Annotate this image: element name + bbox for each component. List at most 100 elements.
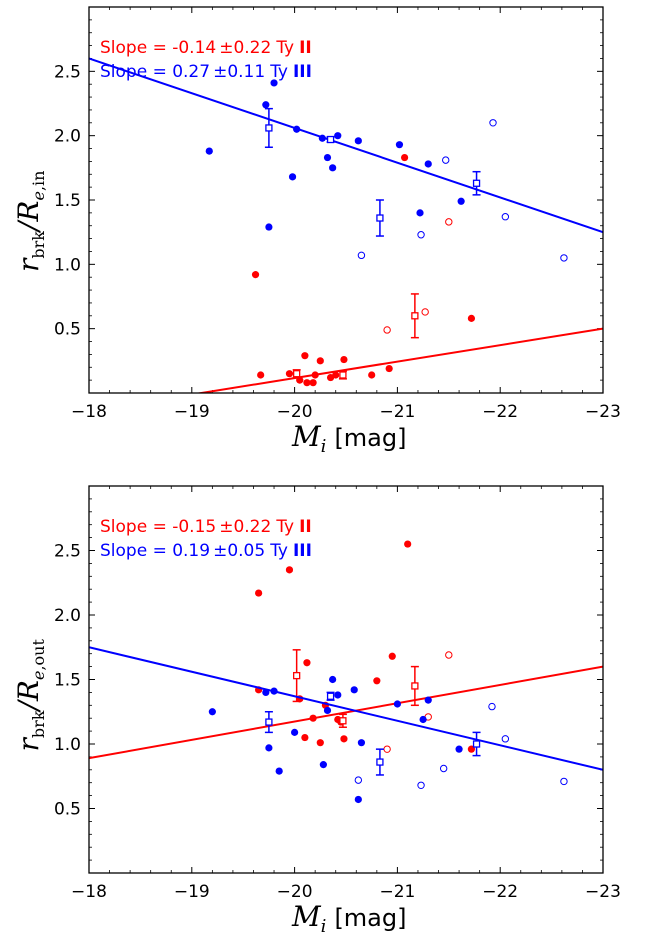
- point-open-ty-iii: [489, 119, 497, 127]
- point-open-ty-iii: [439, 764, 448, 773]
- point-filled-ty-ii: [311, 371, 319, 379]
- point-filled-ty-ii: [340, 735, 348, 743]
- point-filled-ty-ii: [255, 589, 263, 597]
- y-axis-label: rbrk/Re,in: [12, 171, 48, 272]
- y-axis-label: rbrk/Re,out: [12, 639, 48, 752]
- x-tick-label: −21: [379, 882, 415, 902]
- point-filled-ty-iii: [393, 700, 401, 708]
- point-open-ty-iii: [560, 254, 568, 262]
- point-filled-ty-ii: [388, 652, 396, 660]
- point-filled-ty-ii: [316, 357, 324, 365]
- point-open-ty-iii: [357, 251, 366, 260]
- x-axis-label: Mi [mag]: [291, 900, 406, 936]
- point-open-ty-iii: [417, 231, 425, 239]
- y-tick-label: 1.5: [54, 191, 81, 211]
- point-open-ty-ii: [421, 308, 429, 316]
- point-filled-ty-ii: [326, 373, 335, 382]
- binned-point-ty-iii: [265, 718, 273, 726]
- y-tick-label: 2.0: [54, 606, 81, 626]
- plot-frame: [88, 485, 604, 874]
- point-open-ty-iii: [442, 156, 450, 164]
- point-filled-ty-ii: [373, 677, 381, 685]
- point-filled-ty-ii: [309, 714, 317, 722]
- point-filled-ty-iii: [291, 728, 299, 736]
- point-filled-ty-ii: [301, 733, 309, 742]
- binned-point-ty-iii: [472, 179, 481, 187]
- plot-frame: [88, 6, 604, 394]
- slope-annotation-2: Slope = 0.27 ±0.11 Ty III: [100, 62, 312, 82]
- x-tick-label: −22: [482, 882, 518, 902]
- slope-annotation-1: Slope = -0.15 ±0.22 Ty II: [100, 517, 312, 537]
- fit-line-ty-iii: [89, 57, 603, 234]
- point-filled-ty-ii: [251, 271, 260, 279]
- binned-point-ty-iii: [265, 124, 273, 132]
- point-filled-ty-iii: [323, 153, 332, 162]
- point-open-ty-iii: [417, 781, 425, 789]
- x-axis-label: Mi [mag]: [291, 420, 406, 457]
- x-tick-label: −23: [585, 882, 621, 902]
- slope-annotation-2: Slope = 0.19 ±0.05 Ty III: [100, 541, 312, 561]
- point-filled-ty-iii: [357, 739, 366, 747]
- point-filled-ty-iii: [262, 688, 270, 697]
- binned-point-ty-iii: [326, 692, 335, 700]
- point-filled-ty-ii: [296, 376, 304, 384]
- point-filled-ty-iii: [334, 132, 342, 140]
- point-filled-ty-ii: [467, 314, 476, 322]
- point-filled-ty-iii: [288, 173, 297, 181]
- x-tick-label: −20: [277, 402, 313, 422]
- point-filled-ty-iii: [205, 147, 213, 155]
- chart-panel-2: −18 −19 −20 −21 −22 −23 0.5 1.0 1.5 2.0 2.5 Slope =…: [12, 485, 621, 936]
- point-open-ty-ii: [383, 326, 391, 334]
- binned-point-ty-iii: [326, 135, 335, 144]
- point-filled-ty-iii: [329, 675, 337, 684]
- point-filled-ty-iii: [419, 715, 427, 724]
- point-filled-ty-iii: [416, 209, 424, 217]
- point-filled-ty-iii: [323, 706, 332, 715]
- point-filled-ty-ii: [309, 379, 317, 387]
- point-filled-ty-iii: [270, 79, 278, 87]
- binned-point-ty-ii: [411, 312, 419, 320]
- point-filled-ty-iii: [208, 708, 216, 716]
- y-tick-label: 1.5: [54, 671, 81, 691]
- point-filled-ty-ii: [368, 371, 376, 379]
- point-filled-ty-iii: [455, 745, 463, 753]
- point-open-ty-iii: [354, 776, 363, 784]
- x-tick-label: −19: [174, 402, 210, 422]
- x-tick-label: −21: [379, 402, 415, 422]
- point-open-ty-iii: [560, 777, 568, 786]
- point-filled-ty-ii: [340, 355, 348, 364]
- point-filled-ty-iii: [265, 744, 273, 752]
- point-filled-ty-iii: [354, 137, 362, 145]
- binned-point-ty-ii: [339, 717, 347, 725]
- point-filled-ty-ii: [285, 370, 294, 378]
- point-filled-ty-iii: [350, 686, 358, 694]
- point-filled-ty-ii: [400, 153, 409, 162]
- x-tick-label: −20: [277, 882, 313, 902]
- binned-point-ty-ii: [293, 671, 301, 680]
- chart-panel-1: −18 −19 −20 −21 −22 −23 0.5 1.0 1.5 2.0 2.5 Slope =…: [12, 6, 621, 457]
- fit-line-ty-ii: [89, 665, 603, 760]
- plot-area: [89, 57, 603, 393]
- point-filled-ty-ii: [404, 540, 412, 548]
- point-filled-ty-iii: [354, 795, 362, 804]
- x-tick-label: −18: [71, 402, 107, 422]
- y-tick-label: 0.5: [54, 800, 81, 820]
- fit-line-ty-ii: [195, 327, 603, 393]
- point-filled-ty-iii: [318, 134, 326, 142]
- point-filled-ty-iii: [262, 101, 270, 109]
- point-filled-ty-iii: [424, 696, 432, 704]
- point-filled-ty-iii: [293, 125, 301, 133]
- y-tick-label: 2.5: [54, 542, 81, 562]
- slope-annotation-1: Slope = -0.14 ±0.22 Ty II: [100, 38, 312, 58]
- point-filled-ty-ii: [385, 364, 393, 373]
- point-open-ty-ii: [445, 218, 453, 226]
- point-filled-ty-ii: [303, 659, 311, 667]
- point-filled-ty-iii: [329, 164, 337, 172]
- binned-point-ty-ii: [411, 682, 419, 690]
- y-tick-label: 0.5: [54, 320, 81, 340]
- x-tick-label: −18: [71, 882, 107, 902]
- y-tick-label: 1.0: [54, 735, 81, 755]
- binned-point-ty-iii: [376, 214, 384, 222]
- point-open-ty-iii: [501, 213, 510, 221]
- x-tick-label: −23: [585, 402, 621, 422]
